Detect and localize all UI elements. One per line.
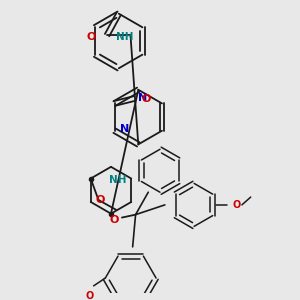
Text: O: O bbox=[96, 195, 105, 205]
Text: O: O bbox=[233, 200, 241, 210]
Text: O: O bbox=[87, 32, 96, 42]
Text: NH: NH bbox=[109, 176, 126, 185]
Text: O: O bbox=[85, 291, 94, 300]
Text: O: O bbox=[141, 94, 151, 103]
Text: NH: NH bbox=[116, 32, 134, 42]
Text: O: O bbox=[110, 214, 119, 224]
Text: N: N bbox=[138, 93, 147, 103]
Text: N: N bbox=[120, 124, 129, 134]
